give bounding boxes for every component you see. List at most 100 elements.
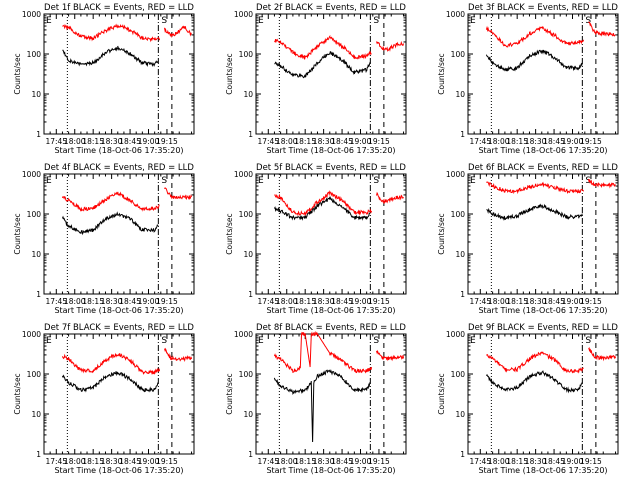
x-axis-label: Start Time (18-Oct-06 17:35:20) — [54, 306, 183, 315]
y-tick-label: 1000 — [22, 330, 41, 339]
chart-title: Det 7f BLACK = Events, RED = LLD — [44, 323, 194, 333]
y-tick-label: 1 — [460, 130, 465, 139]
x-tick-label: 19:15 — [368, 297, 390, 306]
chart-title: Det 1f BLACK = Events, RED = LLD — [44, 3, 194, 13]
marker-s: S — [161, 336, 167, 346]
x-tick-label: 18:15 — [506, 297, 528, 306]
x-tick-label: 19:00 — [350, 297, 372, 306]
marker-e: E — [258, 16, 264, 26]
x-tick-label: 18:30 — [525, 137, 547, 146]
x-tick-label: 19:00 — [562, 137, 584, 146]
y-tick-label: 100 — [451, 50, 466, 59]
marker-e: E — [46, 16, 52, 26]
x-tick-label: 19:15 — [156, 457, 178, 466]
series-line-events — [486, 370, 583, 394]
y-axis-label: Counts/sec — [437, 373, 446, 414]
series-line-lld — [61, 347, 192, 376]
x-tick-label: 19:15 — [368, 457, 390, 466]
x-tick-label: 18:15 — [294, 297, 316, 306]
y-tick-label: 1000 — [446, 170, 465, 179]
series-line-lld — [61, 187, 192, 212]
x-axis-label: Start Time (18-Oct-06 17:35:20) — [478, 306, 607, 315]
series-line-lld — [486, 346, 616, 374]
x-tick-label: 18:15 — [294, 457, 316, 466]
x-tick-label: 18:00 — [488, 457, 510, 466]
plot-frame — [43, 13, 195, 135]
series-line-lld — [274, 34, 404, 60]
x-tick-label: 18:00 — [488, 137, 510, 146]
marker-e: E — [46, 176, 52, 186]
chart-panel: Det 7f BLACK = Events, RED = LLD 1 10 100 10… — [13, 323, 195, 475]
x-tick-label: 18:00 — [276, 137, 298, 146]
chart-title: Det 2f BLACK = Events, RED = LLD — [256, 3, 406, 13]
marker-e: E — [46, 336, 52, 346]
y-tick-label: 1 — [248, 450, 253, 459]
y-tick-label: 1 — [36, 290, 41, 299]
y-tick-label: 1 — [460, 290, 465, 299]
y-tick-label: 100 — [27, 370, 42, 379]
y-tick-label: 10 — [243, 250, 253, 259]
x-tick-label: 19:00 — [138, 137, 160, 146]
y-tick-label: 10 — [243, 410, 253, 419]
x-tick-label: 17:45 — [257, 457, 279, 466]
y-tick-label: 1000 — [22, 170, 41, 179]
x-tick-label: 18:30 — [313, 457, 335, 466]
x-tick-label: 18:00 — [276, 457, 298, 466]
x-tick-label: 19:15 — [368, 137, 390, 146]
chart-panel: Det 4f BLACK = Events, RED = LLD 1 10 100 10… — [13, 163, 195, 315]
y-tick-label: 100 — [451, 370, 466, 379]
x-tick-label: 18:45 — [119, 137, 141, 146]
plot-frame — [467, 173, 619, 295]
plot-frame — [467, 333, 619, 455]
y-tick-label: 10 — [243, 90, 253, 99]
chart-title: Det 5f BLACK = Events, RED = LLD — [256, 163, 406, 173]
y-axis-label: Counts/sec — [13, 53, 22, 94]
x-tick-label: 18:00 — [64, 297, 86, 306]
x-tick-label: 18:15 — [506, 457, 528, 466]
y-tick-label: 1000 — [234, 170, 253, 179]
marker-s: S — [161, 176, 167, 186]
x-tick-label: 17:45 — [257, 137, 279, 146]
chart-title: Det 4f BLACK = Events, RED = LLD — [44, 163, 194, 173]
y-tick-label: 10 — [455, 250, 465, 259]
chart-title: Det 3f BLACK = Events, RED = LLD — [468, 3, 618, 13]
marker-s: S — [585, 176, 591, 186]
chart-panel: Det 1f BLACK = Events, RED = LLD 1 10 100 10… — [13, 3, 195, 155]
x-tick-label: 19:15 — [580, 137, 602, 146]
x-tick-label: 17:45 — [469, 137, 491, 146]
x-tick-label: 18:15 — [294, 137, 316, 146]
marker-e: E — [258, 176, 264, 186]
x-tick-label: 18:45 — [119, 457, 141, 466]
x-tick-label: 18:30 — [101, 137, 123, 146]
y-axis-label: Counts/sec — [437, 213, 446, 254]
y-axis-label: Counts/sec — [13, 213, 22, 254]
plot-frame — [43, 333, 195, 455]
series-line-events — [61, 371, 159, 393]
x-tick-label: 19:00 — [138, 297, 160, 306]
x-tick-label: 17:45 — [45, 297, 67, 306]
marker-s: S — [373, 176, 379, 186]
x-axis-label: Start Time (18-Oct-06 17:35:20) — [54, 146, 183, 155]
y-tick-label: 1000 — [234, 330, 253, 339]
chart-title: Det 9f BLACK = Events, RED = LLD — [468, 323, 618, 333]
x-tick-label: 18:45 — [331, 137, 353, 146]
y-axis-label: Counts/sec — [13, 373, 22, 414]
y-tick-label: 10 — [455, 90, 465, 99]
marker-s: S — [161, 16, 167, 26]
marker-s: S — [373, 16, 379, 26]
x-tick-label: 18:45 — [543, 457, 565, 466]
series-line-events — [274, 50, 371, 79]
series-line-events — [485, 49, 583, 72]
plot-frame — [467, 13, 619, 135]
chart-panel: Det 6f BLACK = Events, RED = LLD 1 10 100 10… — [437, 163, 619, 315]
y-axis-label: Counts/sec — [225, 53, 234, 94]
y-tick-label: 100 — [239, 370, 254, 379]
y-tick-label: 100 — [451, 210, 466, 219]
x-axis-label: Start Time (18-Oct-06 17:35:20) — [266, 146, 395, 155]
x-tick-label: 18:00 — [276, 297, 298, 306]
series-line-events — [486, 203, 583, 221]
plot-frame — [43, 173, 195, 295]
x-tick-label: 19:00 — [138, 457, 160, 466]
x-tick-label: 18:45 — [331, 457, 353, 466]
marker-e: E — [470, 16, 476, 26]
